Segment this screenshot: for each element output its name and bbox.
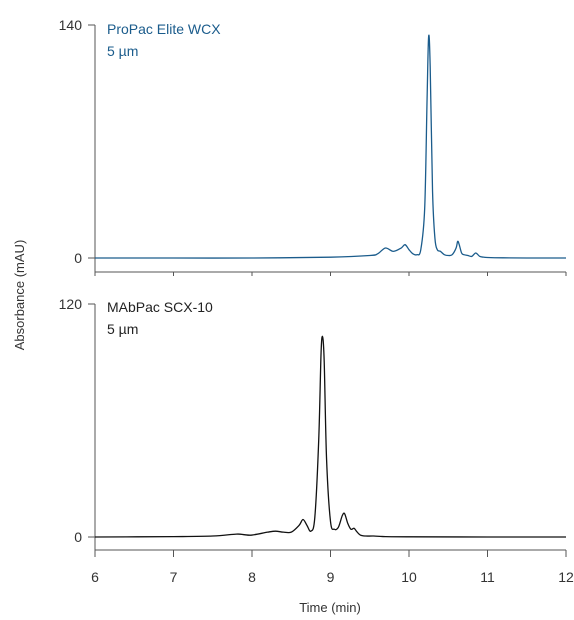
top-panel-series-sublabel: 5 µm bbox=[107, 43, 138, 59]
panel-bottom: 120 0 MAbPac SCX-10 5 µm bbox=[59, 296, 567, 551]
x-tick-label-8: 8 bbox=[248, 569, 256, 585]
panel-top: 140 0 ProPac Elite WCX 5 µm bbox=[59, 17, 567, 273]
top-panel-series-label: ProPac Elite WCX bbox=[107, 21, 221, 37]
x-axis-title: Time (min) bbox=[299, 600, 361, 615]
x-tick-label-11: 11 bbox=[480, 569, 495, 585]
bottom-panel-series-sublabel: 5 µm bbox=[107, 321, 138, 337]
top-panel-y-tick-label-zero: 0 bbox=[74, 250, 82, 266]
y-axis-title: Absorbance (mAU) bbox=[12, 240, 27, 351]
bottom-panel-y-tick-label-zero: 0 bbox=[74, 529, 82, 545]
x-tick-label-12: 12 bbox=[558, 569, 574, 585]
x-tick-label-10: 10 bbox=[401, 569, 417, 585]
x-tick-label-9: 9 bbox=[327, 569, 335, 585]
series-line-propac-elite-wcx bbox=[94, 34, 567, 259]
bottom-panel-series-label: MAbPac SCX-10 bbox=[107, 299, 213, 315]
series-line-mabpac-scx-10 bbox=[94, 335, 567, 538]
bottom-panel-y-tick-label-max: 120 bbox=[59, 296, 83, 312]
top-panel-y-tick-label-max: 140 bbox=[59, 17, 83, 33]
x-tick-label-6: 6 bbox=[91, 569, 99, 585]
x-axis-ticks: 6 7 8 9 10 11 12 bbox=[91, 272, 574, 585]
x-tick-label-7: 7 bbox=[170, 569, 178, 585]
